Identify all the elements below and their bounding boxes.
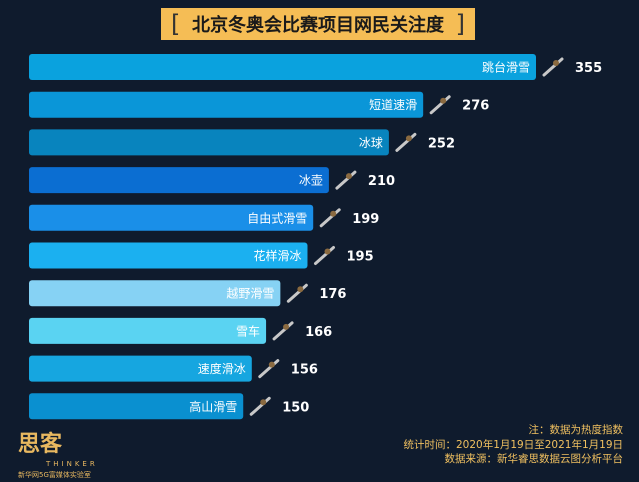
bar-category-label: 越野滑雪 xyxy=(226,287,274,301)
bar-category-label: 速度滑冰 xyxy=(198,361,246,376)
bar-value-label: 166 xyxy=(305,325,332,340)
bar-value-label: 176 xyxy=(319,287,346,302)
athlete-icon xyxy=(395,132,417,152)
bar-category-label: 冰壶 xyxy=(299,173,323,188)
footer-source: 数据来源：新华睿思数据云图分析平台 xyxy=(444,453,624,465)
athlete-icon xyxy=(542,57,564,77)
bar-value-label: 355 xyxy=(575,61,602,76)
thinker-logo: 思客 THINKER 新华网5G富媒体实验室 xyxy=(18,426,98,480)
bar-value-label: 156 xyxy=(291,363,318,378)
footer-period: 统计时间：2020年1月19日至2021年1月19日 xyxy=(403,438,623,451)
footer-notes: 注：数据为热度指数 统计时间：2020年1月19日至2021年1月19日 数据来… xyxy=(403,423,623,467)
athlete-icon xyxy=(249,396,271,416)
bar-value-label: 199 xyxy=(352,212,379,227)
athlete-icon xyxy=(272,321,294,341)
bar-value-label: 150 xyxy=(282,400,309,415)
bar-value-label: 195 xyxy=(346,250,373,265)
bar-category-label: 雪车 xyxy=(236,323,260,338)
bar xyxy=(29,54,536,80)
athlete-icon xyxy=(313,246,335,265)
bar-value-label: 210 xyxy=(368,174,395,189)
bar-category-label: 花样滑冰 xyxy=(253,248,301,263)
athlete-icon xyxy=(319,208,341,228)
bar xyxy=(29,393,244,420)
bracket-right: ] xyxy=(455,10,465,38)
bar-category-label: 自由式滑雪 xyxy=(247,211,307,225)
athlete-icon xyxy=(258,359,280,379)
bar-category-label: 短道速滑 xyxy=(369,98,417,112)
logo-name: 思客 xyxy=(18,431,63,457)
bar xyxy=(29,204,314,231)
title-text: 北京冬奥会比赛项目网民关注度 xyxy=(192,15,444,36)
bar-value-label: 276 xyxy=(462,99,489,114)
bar xyxy=(29,317,267,344)
athlete-icon xyxy=(335,170,357,190)
bar-category-label: 冰球 xyxy=(359,136,383,150)
bar-value-label: 252 xyxy=(428,136,455,151)
bar xyxy=(29,242,308,269)
athlete-icon xyxy=(429,95,451,115)
bar-category-label: 跳台滑雪 xyxy=(482,60,530,75)
footer-note: 注：数据为热度指数 xyxy=(528,424,624,436)
bracket-left: [ xyxy=(171,10,181,38)
bar xyxy=(29,129,389,156)
athlete-icon xyxy=(286,283,308,303)
bar xyxy=(29,167,329,194)
logo-org: 新华网5G富媒体实验室 xyxy=(18,471,91,479)
chart-title: [ 北京冬奥会比赛项目网民关注度 ] xyxy=(161,8,475,40)
logo-tagline: THINKER xyxy=(46,460,98,468)
bar-category-label: 高山滑雪 xyxy=(189,399,237,414)
bar xyxy=(29,355,252,382)
bar xyxy=(29,91,424,118)
bar xyxy=(29,280,281,307)
